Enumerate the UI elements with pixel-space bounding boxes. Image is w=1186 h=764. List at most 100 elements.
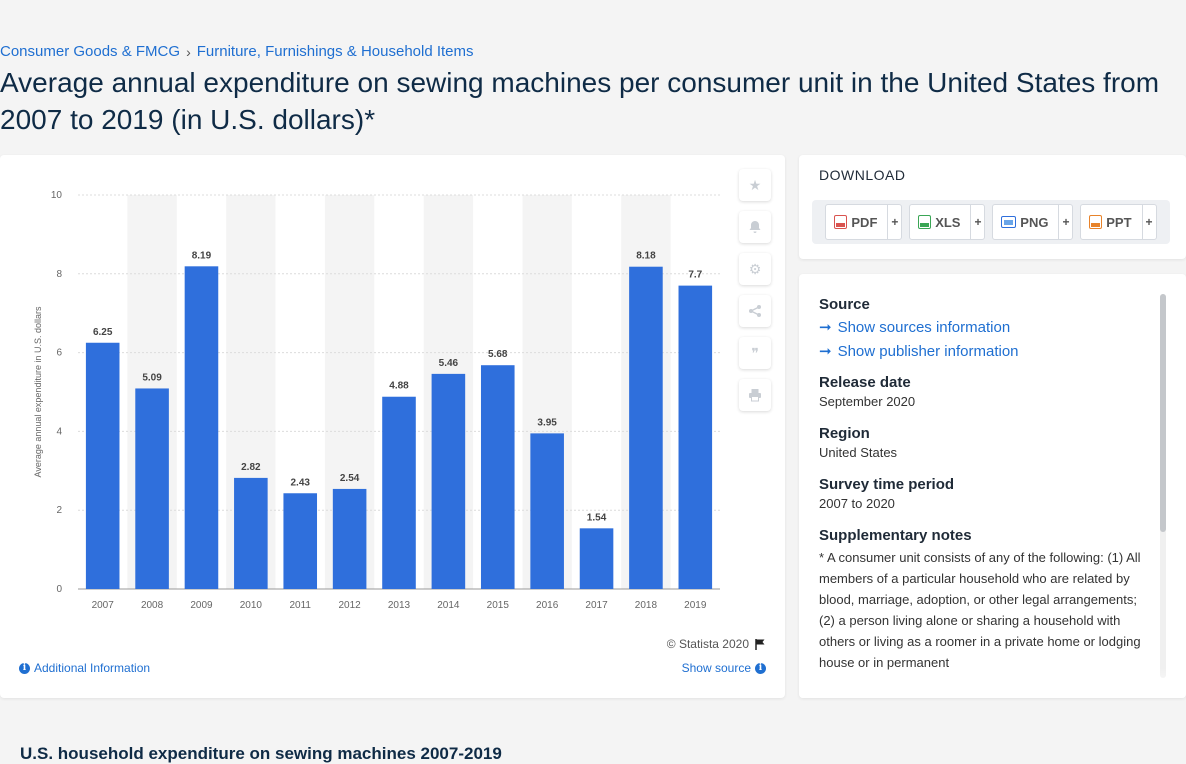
- region-heading: Region: [819, 425, 870, 442]
- show-sources-link[interactable]: ➞ Show sources information: [819, 316, 1147, 340]
- info-fade: [799, 668, 1186, 698]
- data-label-2010: 2.82: [241, 462, 261, 473]
- x-tick-label: 2018: [635, 600, 658, 611]
- x-tick-label: 2009: [190, 600, 213, 611]
- ppt-file-icon: [1089, 215, 1103, 229]
- data-label-2017: 1.54: [587, 512, 607, 523]
- notes-heading: Supplementary notes: [819, 527, 972, 544]
- pdf-label: PDF: [851, 214, 878, 230]
- print-icon[interactable]: [739, 379, 771, 411]
- bar-2011[interactable]: [283, 493, 318, 589]
- bar-2013[interactable]: [382, 396, 416, 589]
- y-tick-label: 2: [56, 505, 62, 516]
- bar-2010[interactable]: [234, 477, 268, 589]
- download-ppt-button[interactable]: PPT +: [1080, 204, 1157, 240]
- x-tick-label: 2017: [585, 600, 608, 611]
- ppt-label: PPT: [1106, 214, 1132, 230]
- star-icon[interactable]: ★: [739, 169, 771, 201]
- page-title: Average annual expenditure on sewing mac…: [0, 67, 1160, 135]
- x-tick-label: 2008: [141, 600, 164, 611]
- info-icon: i: [19, 662, 30, 674]
- info-body: Source ➞ Show sources information ➞ Show…: [819, 296, 1147, 673]
- download-title: DOWNLOAD: [819, 167, 906, 183]
- data-label-2016: 3.95: [537, 417, 557, 428]
- data-label-2015: 5.68: [488, 349, 508, 360]
- info-icon: i: [755, 662, 766, 674]
- data-label-2018: 8.18: [636, 251, 656, 262]
- bar-2007[interactable]: [85, 342, 120, 589]
- gear-icon[interactable]: ⚙: [739, 253, 771, 285]
- x-tick-label: 2012: [338, 600, 361, 611]
- data-label-2014: 5.46: [439, 358, 459, 369]
- bell-icon[interactable]: [739, 211, 771, 243]
- breadcrumb-separator: ›: [186, 43, 191, 60]
- bar-2019[interactable]: [678, 285, 713, 589]
- pdf-plus-icon[interactable]: +: [887, 205, 901, 239]
- quote-icon[interactable]: ❞: [739, 337, 771, 369]
- y-tick-label: 10: [51, 190, 63, 201]
- pdf-file-icon: [834, 215, 848, 229]
- xls-file-icon: [918, 215, 932, 229]
- credit-text: © Statista 2020: [666, 637, 749, 651]
- show-publisher-label: Show publisher information: [837, 343, 1019, 360]
- bar-2016[interactable]: [530, 433, 564, 589]
- show-source-link[interactable]: Show source i: [682, 661, 766, 675]
- bar-2014[interactable]: [431, 373, 466, 589]
- data-label-2019: 7.7: [688, 270, 702, 281]
- bar-2008[interactable]: [135, 388, 169, 589]
- bar-chart: 0 2 4 6 8 10 6.25 5.09 8.19 2.82 2.43 2.54 4.88 5.46…: [33, 190, 720, 611]
- xls-plus-icon[interactable]: +: [970, 205, 984, 239]
- bar-2009[interactable]: [184, 266, 219, 589]
- survey-heading: Survey time period: [819, 476, 955, 493]
- share-icon[interactable]: [739, 295, 771, 327]
- png-plus-icon[interactable]: +: [1058, 205, 1072, 239]
- survey-value: 2007 to 2020: [819, 496, 895, 511]
- y-tick-label: 0: [56, 584, 62, 595]
- breadcrumb-furniture[interactable]: Furniture, Furnishings & Household Items: [196, 43, 474, 60]
- data-label-2011: 2.43: [290, 477, 310, 488]
- additional-information-link[interactable]: i Additional Information: [19, 661, 150, 675]
- bar-2017[interactable]: [579, 528, 614, 589]
- download-buttons: PDF + XLS + PNG + PPT +: [812, 200, 1170, 244]
- data-label-2013: 4.88: [389, 381, 409, 392]
- xls-label: XLS: [935, 214, 961, 230]
- flag-icon[interactable]: [754, 638, 766, 650]
- x-tick-label: 2019: [684, 600, 707, 611]
- data-label-2007: 6.25: [93, 327, 113, 338]
- breadcrumb-consumer-goods[interactable]: Consumer Goods & FMCG: [0, 43, 181, 60]
- info-scrollbar-thumb[interactable]: [1160, 294, 1166, 532]
- info-card: Source ➞ Show sources information ➞ Show…: [799, 274, 1186, 698]
- bar-2015[interactable]: [480, 365, 515, 589]
- download-card: DOWNLOAD PDF + XLS + PNG + PPT +: [799, 155, 1186, 259]
- ppt-plus-icon[interactable]: +: [1141, 205, 1156, 239]
- x-tick-label: 2016: [536, 600, 559, 611]
- y-axis-label: Average annual expenditure in U.S. dolla…: [33, 306, 43, 477]
- bar-2012[interactable]: [332, 488, 367, 589]
- notes-value: * A consumer unit consists of any of the…: [819, 550, 1141, 670]
- x-tick-label: 2011: [289, 600, 311, 611]
- x-tick-label: 2014: [437, 600, 460, 611]
- bar-2018[interactable]: [629, 266, 663, 589]
- info-scrollbar[interactable]: [1160, 294, 1166, 678]
- download-png-button[interactable]: PNG +: [992, 204, 1074, 240]
- download-xls-button[interactable]: XLS +: [909, 204, 986, 240]
- release-heading: Release date: [819, 374, 911, 391]
- y-tick-label: 8: [56, 269, 62, 280]
- region-value: United States: [819, 445, 898, 460]
- related-statistic-title[interactable]: U.S. household expenditure on sewing mac…: [20, 744, 502, 763]
- release-value: September 2020: [819, 394, 916, 409]
- chart-card: 0 2 4 6 8 10 6.25 5.09 8.19 2.82 2.43 2.54 4.88 5.46…: [0, 155, 785, 698]
- arrow-right-icon: ➞: [819, 343, 832, 360]
- breadcrumb: Consumer Goods & FMCG › Furniture, Furni…: [0, 43, 474, 60]
- y-tick-label: 4: [56, 426, 62, 437]
- download-pdf-button[interactable]: PDF +: [825, 204, 903, 240]
- data-label-2009: 8.19: [192, 250, 212, 261]
- statista-credit: © Statista 2020: [667, 637, 766, 651]
- x-tick-label: 2013: [388, 600, 411, 611]
- show-publisher-link[interactable]: ➞ Show publisher information: [819, 340, 1147, 364]
- png-label: PNG: [1020, 214, 1049, 230]
- additional-information-label: Additional Information: [34, 661, 151, 675]
- y-tick-label: 6: [56, 348, 62, 359]
- x-tick-label: 2015: [487, 600, 510, 611]
- png-file-icon: [1001, 216, 1017, 228]
